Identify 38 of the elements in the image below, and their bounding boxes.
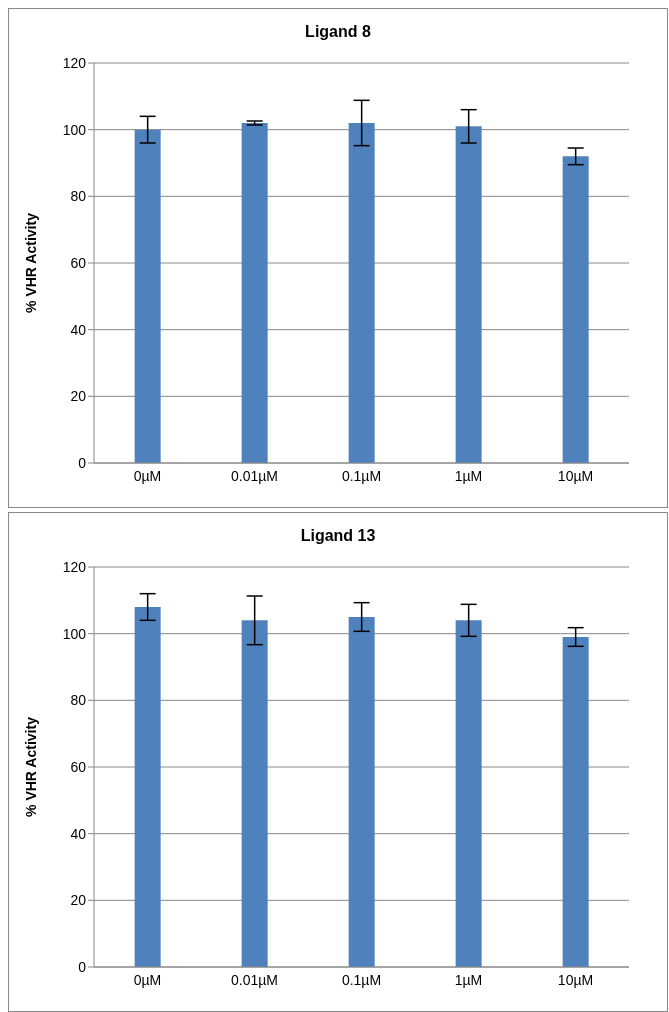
x-tick-label: 0.1µM (341, 467, 382, 484)
bar (241, 123, 268, 463)
y-tick-label: 80 (70, 188, 87, 205)
y-tick-label: 0 (78, 958, 87, 975)
x-tick-label: 0.1µM (341, 971, 382, 988)
x-tick-label: 10µM (557, 467, 594, 484)
y-tick-label: 80 (70, 692, 87, 709)
y-tick-label: 20 (70, 388, 87, 405)
y-tick-label: 100 (62, 121, 87, 138)
bar (134, 607, 161, 967)
bar (134, 129, 161, 463)
bar (455, 620, 482, 967)
y-tick-label: 0 (78, 454, 87, 471)
y-tick-label: 60 (70, 254, 87, 271)
y-tick-label: 120 (62, 558, 87, 575)
y-tick-label: 20 (70, 892, 87, 909)
bar (348, 617, 375, 967)
y-tick-label: 60 (70, 758, 87, 775)
y-tick-label: 120 (62, 54, 87, 71)
x-tick-label: 0.01µM (231, 467, 278, 484)
y-axis-title: % VHR Activity (22, 716, 39, 817)
x-tick-label: 0µM (133, 467, 162, 484)
x-tick-label: 10µM (557, 971, 594, 988)
bar (562, 637, 589, 967)
chart-title: Ligand 8 (304, 22, 372, 42)
x-tick-label: 1µM (454, 971, 483, 988)
chart-title: Ligand 13 (299, 526, 377, 546)
bar (455, 126, 482, 463)
y-axis-title: % VHR Activity (22, 212, 39, 313)
y-tick-label: 40 (70, 321, 87, 338)
x-tick-label: 0µM (133, 971, 162, 988)
x-tick-label: 1µM (454, 467, 483, 484)
bar (348, 123, 375, 463)
y-tick-label: 40 (70, 825, 87, 842)
y-tick-label: 100 (62, 625, 87, 642)
x-tick-label: 0.01µM (231, 971, 278, 988)
bar (241, 620, 268, 967)
bar (562, 156, 589, 463)
